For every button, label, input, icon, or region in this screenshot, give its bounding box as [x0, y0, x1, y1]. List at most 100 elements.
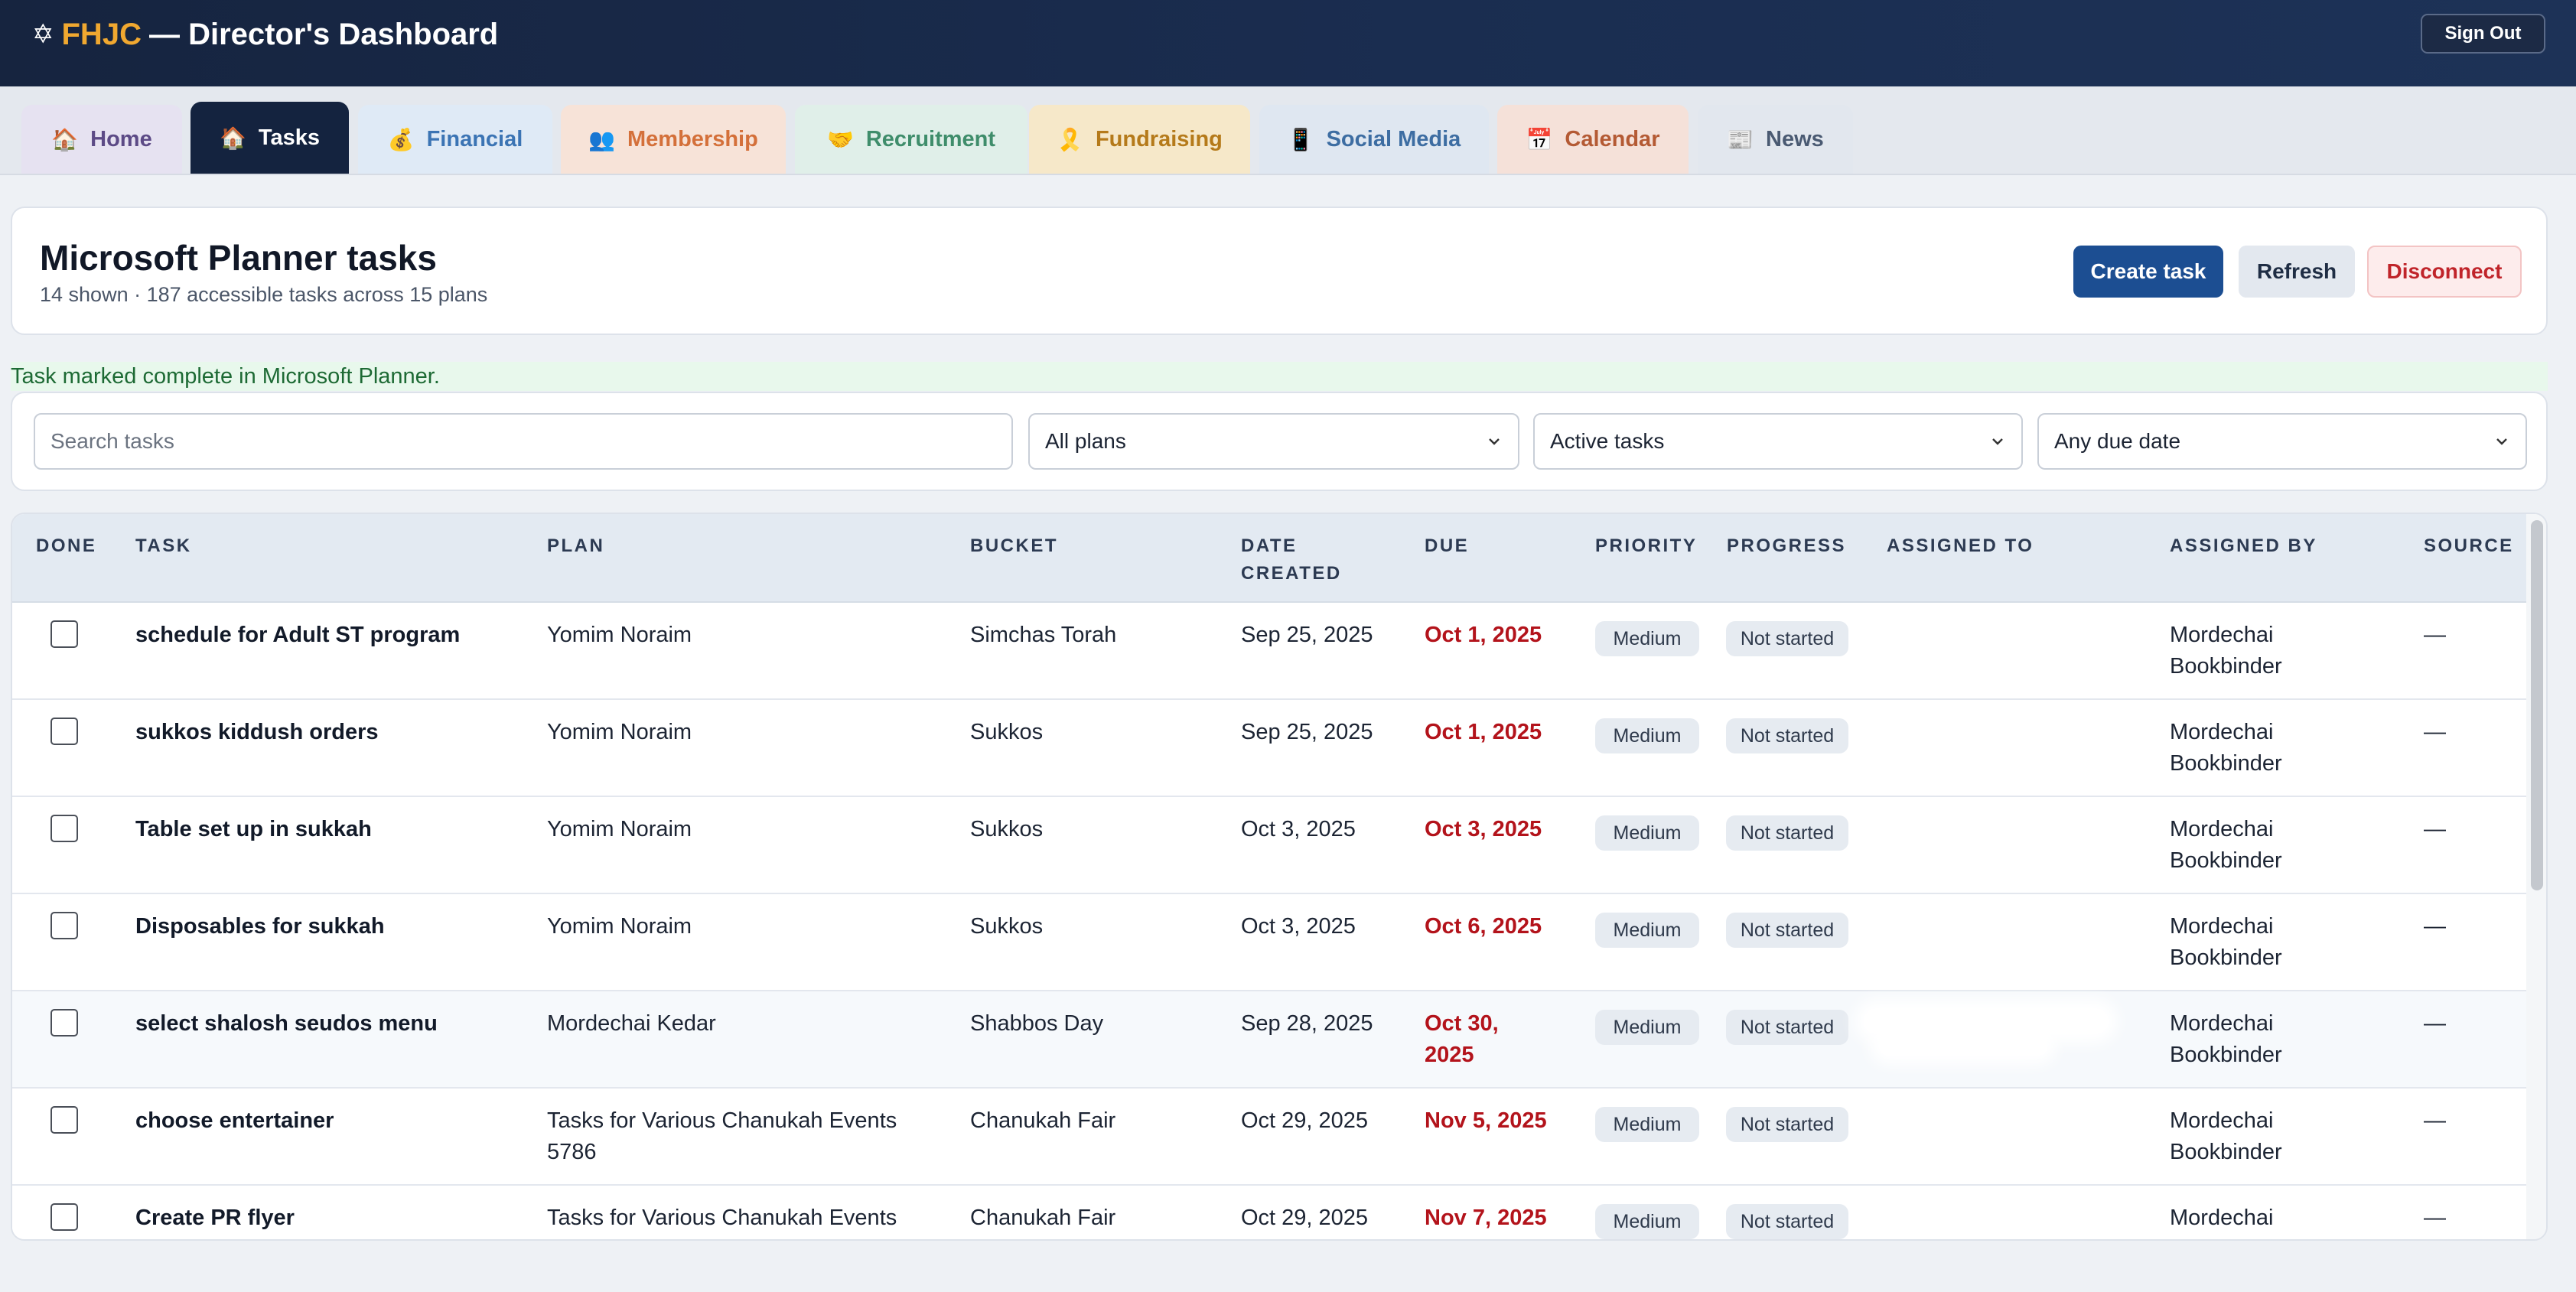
task-title[interactable]: sukkos kiddush orders — [135, 720, 379, 744]
status-filter-select[interactable]: Active tasks — [1533, 413, 2023, 470]
tab-label: Fundraising — [1095, 126, 1223, 151]
tab-calendar[interactable]: 📅 Calendar — [1497, 105, 1689, 174]
top-bar: ✡ FHJC — Director's Dashboard Sign Out — [0, 0, 2576, 86]
task-source: — — [2424, 914, 2446, 939]
task-plan: Mordechai Kedar — [547, 1011, 716, 1036]
task-assigned-by: Mordechai Bookbinder — [2170, 1108, 2282, 1164]
task-date-created: Sep 28, 2025 — [1241, 1011, 1373, 1036]
task-source: — — [2424, 1011, 2446, 1036]
column-header-date-created: DATE CREATED — [1241, 535, 1342, 584]
done-checkbox[interactable] — [50, 718, 78, 745]
task-source: — — [2424, 1108, 2446, 1133]
done-checkbox[interactable] — [50, 1203, 78, 1231]
task-assigned-by: Mordechai Bookbinder — [2170, 623, 2282, 679]
task-bucket: Sukkos — [970, 817, 1044, 841]
table-header: DONE TASK PLAN BUCKET DATE CREATED DUE P… — [12, 514, 2526, 603]
tab-label: News — [1766, 126, 1824, 151]
task-title[interactable]: Disposables for sukkah — [135, 914, 385, 939]
tab-tasks[interactable]: 🏠 Tasks — [191, 102, 349, 174]
priority-badge: Medium — [1595, 815, 1699, 851]
table-scrollbar-thumb[interactable] — [2531, 520, 2543, 890]
disconnect-button[interactable]: Disconnect — [2367, 246, 2522, 298]
task-title[interactable]: Create PR flyer — [135, 1206, 295, 1230]
house-icon: 🏠 — [220, 125, 246, 150]
task-due-date: Oct 1, 2025 — [1425, 720, 1542, 744]
progress-badge: Not started — [1726, 621, 1848, 656]
tab-label: Social Media — [1326, 126, 1461, 151]
task-date-created: Sep 25, 2025 — [1241, 623, 1373, 647]
refresh-button[interactable]: Refresh — [2239, 246, 2355, 298]
ribbon-icon: 🎗️ — [1057, 127, 1083, 151]
task-due-date: Oct 30, 2025 — [1425, 1011, 1499, 1067]
task-due-date: Nov 5, 2025 — [1425, 1108, 1547, 1133]
house-icon: 🏠 — [51, 127, 79, 151]
task-title[interactable]: schedule for Adult ST program — [135, 623, 461, 647]
task-title[interactable]: select shalosh seudos menu — [135, 1011, 438, 1036]
planner-header-card: Microsoft Planner tasks 14 shown · 187 a… — [11, 207, 2548, 335]
table-row: select shalosh seudos menu Mordechai Ked… — [12, 991, 2526, 1089]
task-bucket: Sukkos — [970, 720, 1044, 744]
task-title[interactable]: choose entertainer — [135, 1108, 334, 1133]
due-date-filter-value: Any due date — [2054, 429, 2181, 453]
tab-membership[interactable]: 👥 Membership — [561, 105, 786, 174]
plan-filter-value: All plans — [1045, 429, 1126, 453]
column-header-assigned-by: ASSIGNED BY — [2170, 535, 2317, 556]
tab-recruitment[interactable]: 🤝 Recruitment — [795, 105, 1027, 174]
org-name: FHJC — [61, 17, 142, 51]
search-input[interactable] — [34, 413, 1013, 470]
plan-filter-select[interactable]: All plans — [1028, 413, 1519, 470]
task-source: — — [2424, 720, 2446, 744]
task-bucket: Sukkos — [970, 914, 1044, 939]
tab-news[interactable]: 📰 News — [1698, 105, 1853, 174]
tab-financial[interactable]: 💰 Financial — [358, 105, 552, 174]
sign-out-button[interactable]: Sign Out — [2421, 14, 2545, 54]
tab-home[interactable]: 🏠 Home — [21, 105, 182, 174]
chevron-down-icon — [1489, 438, 1500, 445]
nav-tab-bar: 🏠 Home 🏠 Tasks 💰 Financial 👥 Membership … — [0, 86, 2576, 175]
redacted-assignee — [1879, 1037, 2047, 1056]
priority-badge: Medium — [1595, 1010, 1699, 1045]
page-title: Microsoft Planner tasks — [40, 238, 437, 278]
progress-badge: Not started — [1726, 718, 1848, 753]
table-row: Create PR flyer Tasks for Various Chanuk… — [12, 1186, 2526, 1239]
create-task-button[interactable]: Create task — [2073, 246, 2223, 298]
progress-badge: Not started — [1726, 1204, 1848, 1239]
tab-label: Recruitment — [865, 126, 996, 151]
table-row: sukkos kiddush orders Yomim Noraim Sukko… — [12, 700, 2526, 797]
task-plan: Yomim Noraim — [547, 914, 692, 939]
done-checkbox[interactable] — [50, 815, 78, 842]
tab-social-media[interactable]: 📱 Social Media — [1259, 105, 1489, 174]
done-checkbox[interactable] — [50, 1009, 78, 1037]
tab-label: Tasks — [258, 125, 320, 150]
column-header-done: DONE — [36, 535, 97, 556]
task-date-created: Oct 29, 2025 — [1241, 1206, 1369, 1230]
tab-label: Financial — [426, 126, 523, 151]
column-header-source: SOURCE — [2424, 535, 2514, 556]
task-plan: Tasks for Various Chanukah Events — [547, 1206, 897, 1230]
task-assigned-by: Mordechai Bookbinder — [2170, 817, 2282, 873]
chevron-down-icon — [2496, 438, 2507, 445]
tab-label: Membership — [627, 126, 758, 151]
done-checkbox[interactable] — [50, 620, 78, 648]
task-title[interactable]: Table set up in sukkah — [135, 817, 372, 841]
status-filter-value: Active tasks — [1550, 429, 1665, 453]
task-bucket: Chanukah Fair — [970, 1206, 1116, 1230]
done-checkbox[interactable] — [50, 1106, 78, 1134]
column-header-due: DUE — [1425, 535, 1470, 556]
calendar-icon: 📅 — [1526, 127, 1553, 151]
money-bag-icon: 💰 — [387, 127, 415, 151]
app-brand: ✡ FHJC — Director's Dashboard — [32, 15, 498, 54]
star-of-david-icon: ✡ — [32, 20, 54, 49]
column-header-progress: PROGRESS — [1727, 535, 1847, 556]
task-bucket: Simchas Torah — [970, 623, 1117, 647]
column-header-bucket: BUCKET — [970, 535, 1058, 556]
column-header-priority: PRIORITY — [1595, 535, 1698, 556]
priority-badge: Medium — [1595, 718, 1699, 753]
progress-badge: Not started — [1726, 815, 1848, 851]
due-date-filter-select[interactable]: Any due date — [2037, 413, 2527, 470]
table-row: schedule for Adult ST program Yomim Nora… — [12, 603, 2526, 700]
redacted-assignee — [1864, 1008, 2109, 1034]
task-date-created: Oct 3, 2025 — [1241, 817, 1356, 841]
done-checkbox[interactable] — [50, 912, 78, 939]
tab-fundraising[interactable]: 🎗️ Fundraising — [1029, 105, 1250, 174]
